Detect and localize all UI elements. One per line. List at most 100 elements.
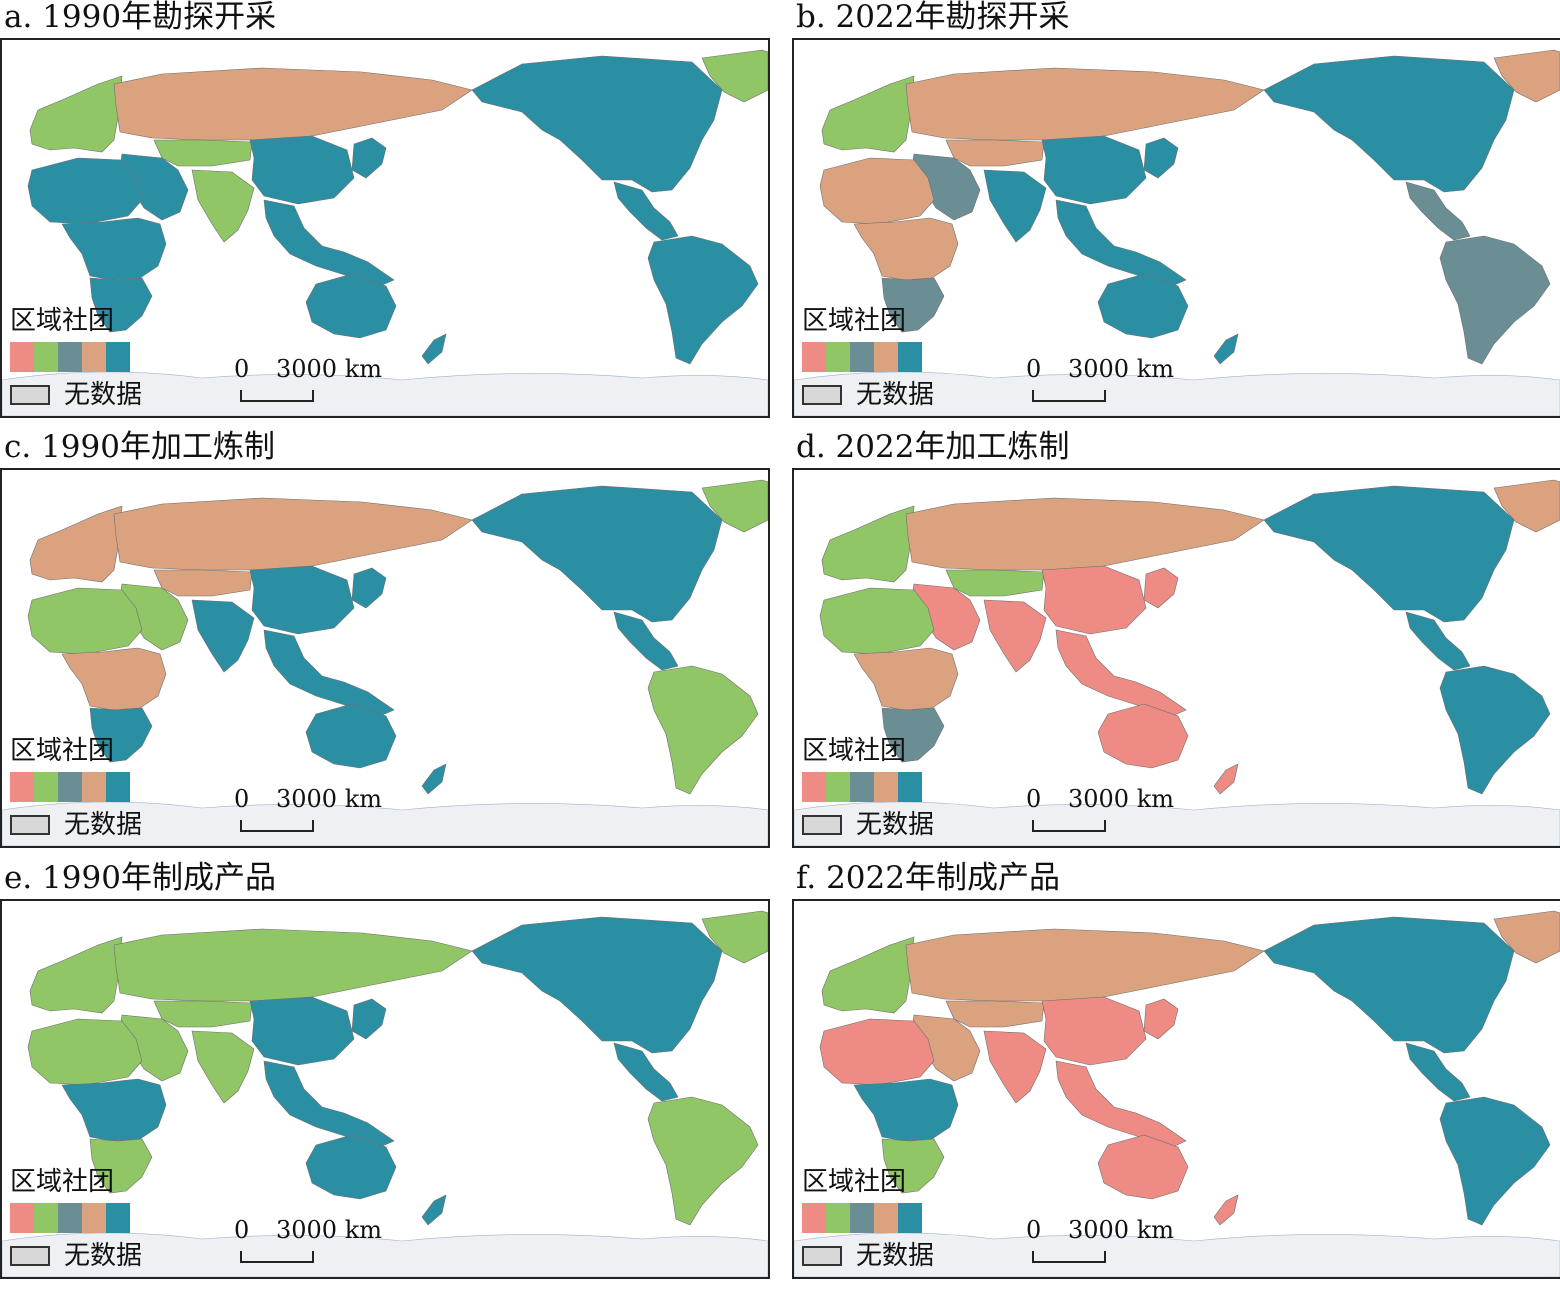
antarctica-ice (794, 1232, 1560, 1277)
nodata-legend: 无数据 (10, 380, 142, 410)
map-frame: 区域社团 无数据 0 3000 km (792, 899, 1560, 1279)
legend-swatches (802, 772, 922, 802)
legend-title: 区域社团 (10, 306, 115, 336)
region-new-zealand (421, 1194, 447, 1226)
legend-swatch-2 (34, 342, 58, 372)
region-central-america (613, 611, 679, 671)
region-russia (905, 497, 1265, 571)
region-central-asia (945, 1000, 1045, 1028)
region-north-africa (27, 587, 143, 655)
region-china (249, 565, 355, 635)
region-greenland (1493, 49, 1560, 103)
region-north-america (1263, 55, 1515, 193)
region-russia (113, 497, 473, 571)
legend-swatch-5 (106, 772, 130, 802)
legend-swatch-2 (34, 1203, 58, 1233)
region-central-america (1405, 181, 1471, 241)
nodata-swatch (802, 815, 842, 835)
region-russia (905, 67, 1265, 141)
scale-bar: 0 3000 km (234, 1217, 384, 1267)
panel-title: f. 2022年制成产品 (796, 860, 1060, 896)
antarctica-ice (2, 801, 768, 846)
region-se-asia (1055, 1060, 1187, 1148)
region-greenland (701, 49, 768, 103)
scale-line (1032, 820, 1106, 832)
scale-zero-label: 0 (234, 355, 250, 383)
region-central-asia (153, 139, 253, 167)
antarctica-ice (794, 801, 1560, 846)
region-south-asia (191, 599, 255, 673)
legend-swatch-3 (58, 1203, 82, 1233)
legend-swatch-1 (10, 1203, 34, 1233)
region-south-asia (983, 599, 1047, 673)
region-europe (821, 936, 915, 1014)
region-se-asia (1055, 629, 1187, 717)
nodata-swatch (802, 385, 842, 405)
region-china (1041, 996, 1147, 1066)
scale-bar: 0 3000 km (234, 786, 384, 836)
legend-swatch-3 (850, 772, 874, 802)
legend-swatch-5 (898, 342, 922, 372)
region-australia (305, 703, 397, 769)
region-north-africa (27, 157, 143, 225)
legend-swatch-1 (10, 772, 34, 802)
region-north-africa (27, 1018, 143, 1086)
region-southern-africa (881, 277, 945, 333)
scale-zero-label: 0 (234, 785, 250, 813)
scale-distance-label: 3000 km (1068, 785, 1175, 813)
region-se-asia (263, 629, 395, 717)
legend-title: 区域社团 (10, 1167, 115, 1197)
scale-distance-label: 3000 km (1068, 355, 1175, 383)
nodata-label: 无数据 (856, 380, 935, 410)
region-southern-africa (881, 1138, 945, 1194)
region-australia (305, 273, 397, 339)
map-frame: 区域社团 无数据 0 3000 km (0, 38, 770, 418)
legend-swatch-5 (106, 1203, 130, 1233)
scale-line (240, 1251, 314, 1263)
region-china (249, 135, 355, 205)
legend-swatch-4 (82, 1203, 106, 1233)
region-central-america (1405, 611, 1471, 671)
region-japan-korea (1143, 567, 1179, 609)
map-frame: 区域社团 无数据 0 3000 km (792, 38, 1560, 418)
region-russia (113, 928, 473, 1002)
nodata-label: 无数据 (856, 810, 935, 840)
legend-swatch-3 (58, 772, 82, 802)
region-north-america (1263, 916, 1515, 1054)
scale-line (1032, 1251, 1106, 1263)
scale-line (240, 390, 314, 402)
legend-title: 区域社团 (802, 1167, 907, 1197)
nodata-legend: 无数据 (10, 1241, 142, 1271)
map-frame: 区域社团 无数据 0 3000 km (0, 468, 770, 848)
region-southern-africa (881, 707, 945, 763)
legend-swatch-5 (106, 342, 130, 372)
legend-swatch-2 (34, 772, 58, 802)
region-japan-korea (351, 137, 387, 179)
legend-swatch-4 (874, 1203, 898, 1233)
scale-zero-label: 0 (234, 1216, 250, 1244)
legend-swatch-1 (10, 342, 34, 372)
legend-swatches (10, 342, 130, 372)
antarctica-ice (2, 1232, 768, 1277)
map-panel-c: c. 1990年加工炼制 (0, 430, 770, 860)
nodata-label: 无数据 (64, 1241, 143, 1271)
legend-swatch-3 (850, 342, 874, 372)
legend-swatch-3 (850, 1203, 874, 1233)
region-sub-africa (853, 647, 959, 711)
region-north-africa (819, 157, 935, 225)
region-china (249, 996, 355, 1066)
nodata-legend: 无数据 (802, 810, 934, 840)
region-south-america (647, 665, 759, 795)
legend-swatch-4 (82, 342, 106, 372)
region-sub-africa (61, 217, 167, 281)
legend-swatch-4 (874, 772, 898, 802)
panel-title: a. 1990年勘探开采 (4, 0, 277, 35)
legend-swatches (802, 342, 922, 372)
legend-title: 区域社团 (802, 306, 907, 336)
region-europe (29, 936, 123, 1014)
scale-distance-label: 3000 km (276, 1216, 383, 1244)
region-europe (821, 505, 915, 583)
map-frame: 区域社团 无数据 0 3000 km (0, 899, 770, 1279)
region-central-america (1405, 1042, 1471, 1102)
legend-swatches (10, 1203, 130, 1233)
